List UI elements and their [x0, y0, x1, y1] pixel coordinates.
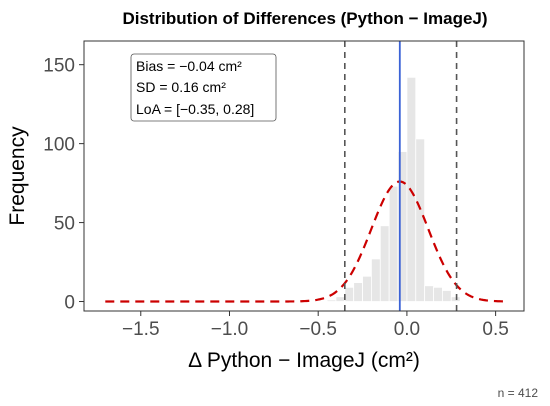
histogram-bar: [344, 286, 355, 302]
x-tick-label: −1.5: [122, 319, 160, 340]
bias-label: Bias = −0.04 cm²: [136, 58, 242, 74]
x-tick-label: −0.5: [299, 319, 337, 340]
loa-label: LoA = [−0.35, 0.28]: [136, 101, 254, 117]
histogram-bar: [415, 138, 426, 302]
histogram-bar: [441, 290, 452, 302]
x-tick-label: 0.0: [394, 319, 420, 340]
histogram-bar: [371, 258, 381, 302]
y-axis: 0 50 100 150: [43, 56, 84, 314]
histogram-bar: [335, 296, 346, 302]
plot-panel-border: [83, 40, 525, 312]
histogram-bar: [326, 299, 337, 302]
x-tick-label: −1.0: [211, 319, 249, 340]
histogram-bar: [450, 296, 461, 302]
sample-size-caption: n = 412: [498, 386, 539, 400]
x-axis: −1.5 −1.0 −0.5 0.0 0.5: [122, 311, 509, 340]
curve-layer: [105, 180, 505, 303]
histogram-bar: [379, 225, 390, 302]
y-axis-title: Frequency: [6, 126, 29, 226]
y-tick-label: 50: [54, 214, 75, 235]
histogram-bar: [433, 286, 443, 302]
y-tick-label: 0: [64, 293, 75, 314]
chart-title: Distribution of Differences (Python − Im…: [122, 9, 487, 28]
normal-curve: [105, 180, 505, 303]
histogram-bar: [424, 285, 434, 302]
x-axis-title: Δ Python − ImageJ (cm²): [188, 349, 420, 372]
reference-lines-layer: [344, 41, 458, 311]
sd-label: SD = 0.16 cm²: [136, 79, 226, 95]
histogram-bar: [353, 282, 363, 302]
histogram-bar: [362, 275, 372, 302]
y-tick-label: 100: [43, 135, 75, 156]
histogram-bar: [388, 185, 399, 302]
y-tick-label: 150: [43, 56, 75, 77]
x-tick-label: 0.5: [482, 319, 508, 340]
stats-annotation-box: [130, 53, 277, 122]
stats-annotation: Bias = −0.04 cm² SD = 0.16 cm² LoA = [−0…: [130, 53, 277, 122]
